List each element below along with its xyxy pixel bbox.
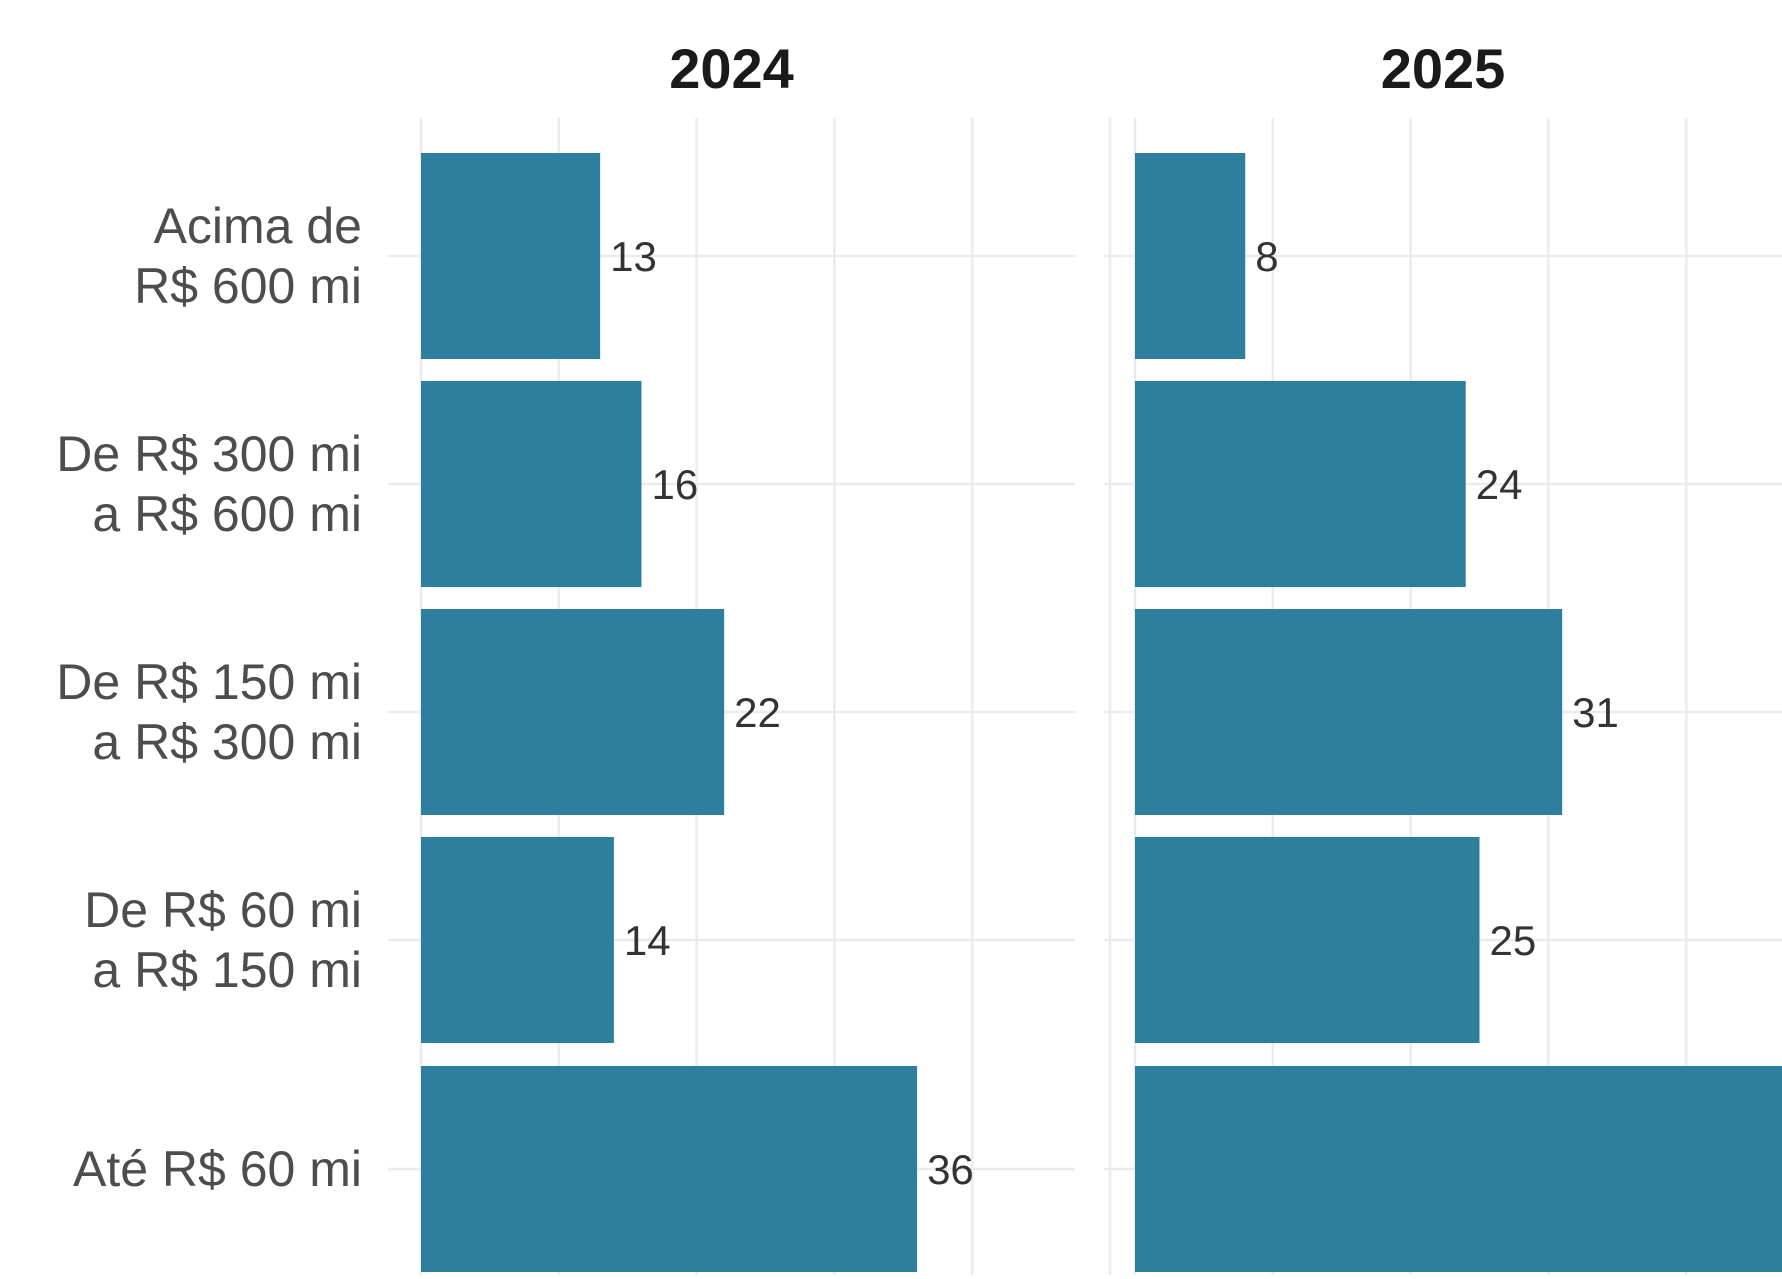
bar-2024-2 [421,609,725,815]
value-label-2025-0: 8 [1255,233,1278,280]
bar-2025-0 [1135,153,1246,359]
category-label-line-1-1: a R$ 600 mi [92,486,362,542]
value-label-2024-2: 22 [734,689,781,736]
text-layer: 202413162214362025824312553Acima deR$ 60… [56,37,1619,1197]
bar-2024-4 [421,1066,918,1272]
bar-2025-3 [1135,837,1480,1043]
value-label-2024-4: 36 [927,1146,974,1193]
bar-2024-0 [421,153,601,359]
category-label-line-3-0: De R$ 60 mi [84,882,362,938]
bar-layer [421,153,1782,1272]
bar-2025-1 [1135,381,1466,587]
value-label-2025-1: 24 [1476,461,1523,508]
value-label-2025-3: 25 [1490,917,1537,964]
bar-2025-2 [1135,609,1563,815]
category-label-line-2-1: a R$ 300 mi [92,714,362,770]
value-label-2025-2: 31 [1572,689,1619,736]
category-label-1: De R$ 300 mi a R$ 600 mi [56,426,362,542]
value-label-2024-1: 16 [651,461,698,508]
category-label-2: De R$ 150 mi a R$ 300 mi [56,654,362,770]
category-label-line-0-0: Acima de [154,198,362,254]
category-label-4: Até R$ 60 mi [73,1141,362,1197]
facet-title-2025: 2025 [1381,37,1506,100]
bar-2024-3 [421,837,614,1043]
category-label-line-1-0: De R$ 300 mi [56,426,362,482]
category-label-line-0-1: R$ 600 mi [134,258,362,314]
category-label-3: De R$ 60 mi a R$ 150 mi [84,882,362,998]
bar-2024-1 [421,381,642,587]
facet-title-2024: 2024 [669,37,794,100]
category-label-0: Acima de R$ 600 mi [134,198,362,314]
category-label-line-4-0: Até R$ 60 mi [73,1141,362,1197]
category-label-line-3-1: a R$ 150 mi [92,942,362,998]
category-label-line-2-0: De R$ 150 mi [56,654,362,710]
value-label-2024-0: 13 [610,233,657,280]
bar-2025-4 [1135,1066,1782,1272]
value-label-2024-3: 14 [624,917,671,964]
